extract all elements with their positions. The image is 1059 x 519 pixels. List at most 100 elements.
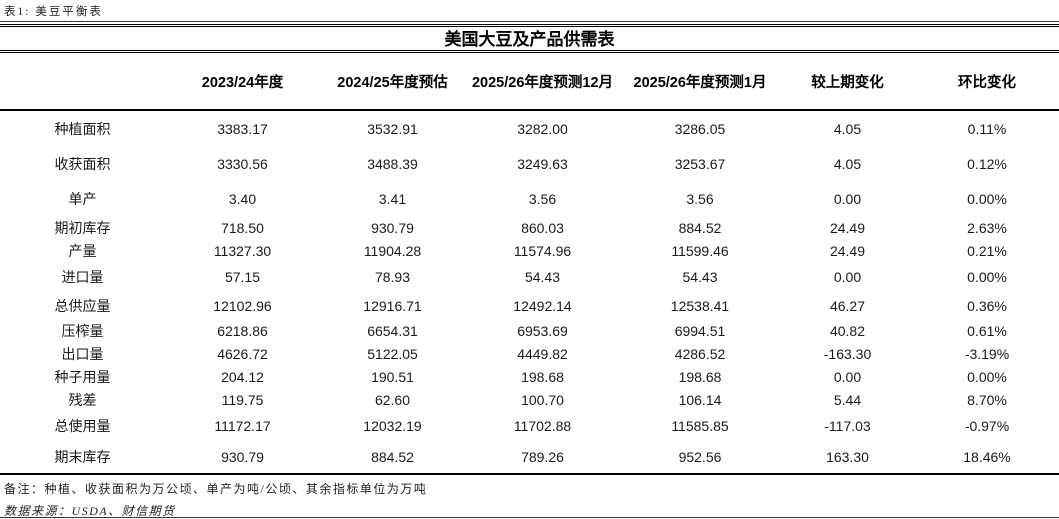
cell-value: 4.05 <box>833 156 862 172</box>
cell-value: 11904.28 <box>363 243 422 259</box>
cell-value: 6953.69 <box>517 323 568 339</box>
cell-value: 198.68 <box>678 368 722 385</box>
cell-value: 11172.17 <box>214 418 271 434</box>
row-label: 收获面积 <box>54 156 111 172</box>
cell-value: 106.14 <box>678 391 722 408</box>
cell-value: 24.49 <box>829 243 866 259</box>
row-label: 单产 <box>68 190 97 207</box>
cell-value: 0.21% <box>967 243 1007 259</box>
cell-value: 0.00% <box>967 368 1007 385</box>
cell-value: 12102.96 <box>213 298 272 314</box>
column-header: 2023/24年度 <box>165 53 320 111</box>
table-row: 出口量 4626.72 5122.05 4449.82 4286.52 -163.30 -3… <box>0 342 1059 365</box>
cell-value: 11702.88 <box>513 418 572 434</box>
cell-value: 18.46% <box>963 449 1011 465</box>
cell-value: 0.36% <box>967 298 1007 314</box>
row-label: 期末库存 <box>54 449 111 465</box>
table-row: 总供应量 12102.96 12916.71 12492.14 12538.41 46.2… <box>0 292 1059 320</box>
supply-demand-table: 2023/24年度 2024/25年度预估 2025/26年度预测12月 2025/2… <box>0 53 1059 475</box>
cell-value: 0.00 <box>833 368 862 385</box>
cell-value: 3282.00 <box>517 121 568 137</box>
cell-value: 3383.17 <box>217 121 268 137</box>
cell-value: 930.79 <box>221 449 264 465</box>
cell-value: 0.00 <box>833 190 862 207</box>
column-header: 2025/26年度预测12月 <box>465 53 620 111</box>
cell-value: 12492.14 <box>513 298 572 314</box>
row-label: 种植面积 <box>54 121 111 137</box>
cell-value: 6654.31 <box>367 323 418 339</box>
table-row: 期初库存 718.50 930.79 860.03 884.52 24.49 2.63% <box>0 216 1059 240</box>
cell-value: 6994.51 <box>674 323 726 339</box>
table-row: 压榨量 6218.86 6654.31 6953.69 6994.51 40.82 0.61… <box>0 320 1059 342</box>
table-title: 美国大豆及产品供需表 <box>0 24 1059 53</box>
cell-value: -163.30 <box>823 345 872 362</box>
cell-value: 12538.41 <box>670 298 730 314</box>
row-label: 残差 <box>68 391 97 408</box>
unit-remark-note: 备注：种植、收获面积为万公顷、单产为吨/公顷、其余指标单位为万吨 <box>4 482 428 496</box>
row-label: 进口量 <box>61 269 104 285</box>
table-row: 产量 11327.30 11904.28 11574.96 11599.46 24.49 0… <box>0 240 1059 262</box>
cell-value: 3.56 <box>686 190 714 207</box>
cell-value: 4286.52 <box>674 345 726 362</box>
cell-value: 119.75 <box>221 391 264 408</box>
cell-value: 40.82 <box>829 323 866 339</box>
cell-value: 12916.71 <box>363 298 422 314</box>
cell-value: 5.44 <box>833 391 862 408</box>
cell-value: 3.56 <box>528 190 557 207</box>
cell-value: 54.43 <box>524 269 561 285</box>
cell-value: -3.19% <box>964 345 1010 362</box>
cell-value: 3488.39 <box>367 156 418 172</box>
indicator-column-header <box>0 53 165 111</box>
table-row: 进口量 57.15 78.93 54.43 54.43 0.00 0.00% <box>0 262 1059 292</box>
cell-value: 57.15 <box>224 269 261 285</box>
row-label: 产量 <box>68 243 97 259</box>
cell-value: 0.00 <box>833 269 862 285</box>
cell-value: -117.03 <box>824 418 871 434</box>
column-header: 2025/26年度预测1月 <box>620 53 780 111</box>
cell-value: 6218.86 <box>217 323 268 339</box>
cell-value: 11574.96 <box>513 243 572 259</box>
column-header: 较上期变化 <box>780 53 915 111</box>
cell-value: 0.11% <box>967 121 1007 137</box>
cell-value: 4.05 <box>833 121 862 137</box>
cell-value: 0.12% <box>967 156 1007 172</box>
cell-value: 78.93 <box>374 269 411 285</box>
cell-value: 204.12 <box>221 368 264 385</box>
cell-value: 860.03 <box>521 220 564 236</box>
table-footnotes: 备注：种植、收获面积为万公顷、单产为吨/公顷、其余指标单位为万吨 数据来源：US… <box>0 475 1059 518</box>
row-label: 出口量 <box>61 345 104 362</box>
table-row: 残差 119.75 62.60 100.70 106.14 5.44 8.70% <box>0 388 1059 411</box>
cell-value: 789.26 <box>521 449 564 465</box>
cell-value: 54.43 <box>682 269 718 285</box>
cell-value: 718.50 <box>221 220 264 236</box>
row-label: 压榨量 <box>61 323 104 339</box>
cell-value: 4449.82 <box>517 345 568 362</box>
cell-value: 952.56 <box>678 449 722 465</box>
cell-value: 198.68 <box>521 368 564 385</box>
row-label: 总使用量 <box>54 418 111 434</box>
data-source-note: 数据来源：USDA、财信期货 <box>4 504 176 518</box>
cell-value: 5122.05 <box>367 345 418 362</box>
cell-value: 163.30 <box>826 449 869 465</box>
cell-value: 0.61% <box>967 323 1007 339</box>
cell-value: 4626.72 <box>217 345 268 362</box>
row-label: 种子用量 <box>54 368 111 385</box>
cell-value: 884.52 <box>678 220 722 236</box>
cell-value: 11585.85 <box>671 418 729 434</box>
cell-value: 3253.67 <box>674 156 726 172</box>
cell-value: 3532.91 <box>367 121 418 137</box>
cell-value: 0.00% <box>967 190 1007 207</box>
cell-value: 8.70% <box>967 391 1007 408</box>
cell-value: 11599.46 <box>671 243 729 259</box>
cell-value: 3330.56 <box>217 156 268 172</box>
row-label: 总供应量 <box>54 298 111 314</box>
cell-value: 62.60 <box>374 391 411 408</box>
cell-value: 0.00% <box>967 269 1007 285</box>
table-row: 总使用量 11172.17 12032.19 11702.88 11585.85 -117… <box>0 411 1059 441</box>
cell-value: 11327.30 <box>213 243 272 259</box>
table-row: 期末库存 930.79 884.52 789.26 952.56 163.30 18.46% <box>0 441 1059 474</box>
row-label: 期初库存 <box>54 220 111 236</box>
table-row: 种植面积 3383.17 3532.91 3282.00 3286.05 4.05 0.11… <box>0 110 1059 147</box>
